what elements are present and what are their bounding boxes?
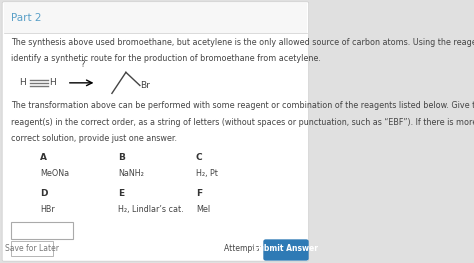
Text: Part 2: Part 2 [11, 13, 41, 23]
Text: A: A [40, 153, 47, 162]
FancyBboxPatch shape [2, 2, 309, 261]
Text: Save for Later: Save for Later [5, 244, 59, 253]
Text: MeI: MeI [196, 205, 210, 214]
Text: The synthesis above used bromoethane, but acetylene is the only allowed source o: The synthesis above used bromoethane, bu… [11, 38, 474, 47]
Bar [11, 222, 73, 239]
Text: F: F [196, 189, 202, 198]
Text: Attempts: 0 of 3 used: Attempts: 0 of 3 used [224, 244, 307, 253]
Bar [4, 3, 307, 33]
Bar [11, 241, 53, 256]
Text: H₂, Lindlar’s cat.: H₂, Lindlar’s cat. [118, 205, 184, 214]
Text: B: B [118, 153, 125, 162]
Text: Br: Br [140, 81, 150, 90]
Text: C: C [196, 153, 202, 162]
Text: identify a synthetic route for the production of bromoethane from acetylene.: identify a synthetic route for the produ… [11, 54, 321, 63]
Text: D: D [40, 189, 48, 198]
Text: ?: ? [80, 60, 85, 69]
Text: H₂, Pt: H₂, Pt [196, 169, 218, 178]
FancyBboxPatch shape [263, 239, 309, 261]
Text: E: E [118, 189, 124, 198]
Text: MeONa: MeONa [40, 169, 70, 178]
Text: The transformation above can be performed with some reagent or combination of th: The transformation above can be performe… [11, 101, 474, 110]
Text: reagent(s) in the correct order, as a string of letters (without spaces or punct: reagent(s) in the correct order, as a st… [11, 118, 474, 127]
Text: H: H [18, 78, 26, 87]
Text: correct solution, provide just one answer.: correct solution, provide just one answe… [11, 134, 177, 143]
Text: HBr: HBr [40, 205, 55, 214]
Text: NaNH₂: NaNH₂ [118, 169, 144, 178]
Text: Submit Answer: Submit Answer [254, 244, 319, 253]
Text: H: H [49, 78, 56, 87]
